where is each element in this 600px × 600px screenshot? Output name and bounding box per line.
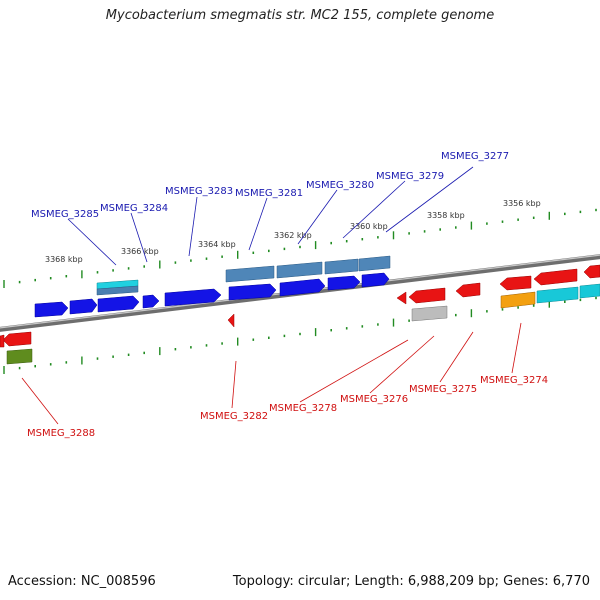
gene-label-msmeg-3277[interactable]: MSMEG_3277 [441, 151, 509, 162]
gene-block[interactable] [225, 265, 275, 283]
gene-arrow[interactable] [499, 275, 532, 291]
gene-arrow[interactable] [142, 294, 160, 309]
gene-arrow[interactable] [97, 295, 140, 313]
accession-text: Accession: NC_008596 [8, 574, 156, 589]
gene-block[interactable] [411, 305, 448, 322]
gene-label-msmeg-3281[interactable]: MSMEG_3281 [235, 188, 303, 199]
gene-arrow[interactable] [361, 272, 390, 288]
gene-label-msmeg-3278[interactable]: MSMEG_3278 [269, 403, 337, 414]
gene-label-msmeg-3288[interactable]: MSMEG_3288 [27, 428, 95, 439]
reverse-leader-lines [21, 322, 522, 425]
upper-scale-ticks [3, 208, 597, 288]
gene-arrow[interactable] [455, 282, 481, 298]
kbp-label-3358: 3358 kbp [427, 211, 465, 220]
gene-label-msmeg-3283[interactable]: MSMEG_3283 [165, 186, 233, 197]
kbp-label-3366: 3366 kbp [121, 247, 159, 256]
kbp-label-3368: 3368 kbp [45, 255, 83, 264]
gene-block[interactable] [276, 261, 323, 279]
gene-arrow[interactable] [69, 298, 98, 315]
gene-label-msmeg-3274[interactable]: MSMEG_3274 [480, 375, 548, 386]
gene-arrow[interactable] [227, 313, 235, 328]
gene-arrow[interactable] [583, 264, 600, 279]
gene-arrow[interactable] [408, 287, 446, 304]
kbp-label-3360: 3360 kbp [350, 222, 388, 231]
reverse-strand-genes [0, 264, 600, 365]
map-title: Mycobacterium smegmatis str. MC2 155, co… [105, 8, 495, 23]
gene-arrow[interactable] [533, 268, 578, 286]
kbp-label-3364: 3364 kbp [198, 240, 236, 249]
gene-label-msmeg-3279[interactable]: MSMEG_3279 [376, 171, 444, 182]
gene-label-msmeg-3275[interactable]: MSMEG_3275 [409, 384, 477, 395]
gene-arrow[interactable] [0, 334, 5, 348]
forward-leader-lines [67, 166, 474, 266]
gene-block[interactable] [6, 348, 33, 365]
gene-label-msmeg-3276[interactable]: MSMEG_3276 [340, 394, 408, 405]
gene-arrow[interactable] [34, 301, 69, 318]
gene-arrow[interactable] [396, 291, 407, 305]
gene-label-msmeg-3280[interactable]: MSMEG_3280 [306, 180, 374, 191]
gene-arrow[interactable] [327, 275, 361, 291]
gene-arrow[interactable] [279, 278, 326, 297]
gene-block[interactable] [536, 286, 579, 304]
gene-label-msmeg-3285[interactable]: MSMEG_3285 [31, 209, 99, 220]
genome-summary-text: Topology: circular; Length: 6,988,209 bp… [232, 574, 590, 589]
kbp-label-3356: 3356 kbp [503, 199, 541, 208]
forward-strand-genes [34, 255, 391, 318]
gene-block[interactable] [96, 285, 139, 296]
gene-arrow[interactable] [2, 331, 32, 347]
gene-block[interactable] [358, 255, 391, 272]
gene-label-msmeg-3282[interactable]: MSMEG_3282 [200, 411, 268, 422]
gene-arrow[interactable] [164, 288, 222, 307]
gene-arrow[interactable] [228, 283, 277, 301]
kbp-label-3362: 3362 kbp [274, 231, 312, 240]
gene-block[interactable] [324, 258, 359, 275]
gene-label-msmeg-3284[interactable]: MSMEG_3284 [100, 203, 168, 214]
gene-block[interactable] [579, 283, 600, 299]
gene-block[interactable] [500, 291, 536, 309]
